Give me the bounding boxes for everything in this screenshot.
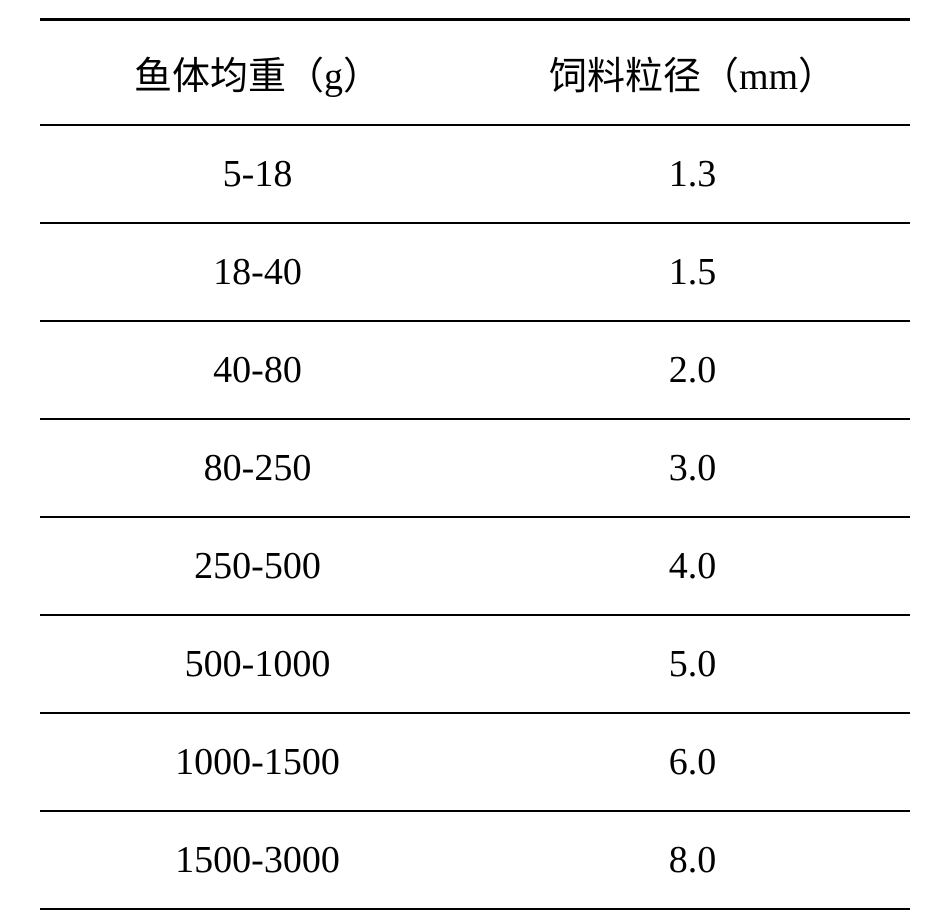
cell-feed-size: 2.0 xyxy=(475,321,910,419)
table-row: 500-1000 5.0 xyxy=(40,615,910,713)
feed-size-table: 鱼体均重（g） 饲料粒径（mm） 5-18 1.3 18-40 1.5 40-8… xyxy=(40,18,910,910)
cell-feed-size: 8.0 xyxy=(475,811,910,909)
cell-fish-weight: 500-1000 xyxy=(40,615,475,713)
cell-fish-weight: 1500-3000 xyxy=(40,811,475,909)
table-row: 40-80 2.0 xyxy=(40,321,910,419)
table-row: 250-500 4.0 xyxy=(40,517,910,615)
cell-feed-size: 5.0 xyxy=(475,615,910,713)
table-row: 80-250 3.0 xyxy=(40,419,910,517)
table-body: 5-18 1.3 18-40 1.5 40-80 2.0 80-250 3.0 … xyxy=(40,125,910,909)
cell-fish-weight: 1000-1500 xyxy=(40,713,475,811)
cell-fish-weight: 5-18 xyxy=(40,125,475,223)
cell-fish-weight: 250-500 xyxy=(40,517,475,615)
column-header-fish-weight: 鱼体均重（g） xyxy=(40,20,475,126)
cell-feed-size: 4.0 xyxy=(475,517,910,615)
table-row: 1500-3000 8.0 xyxy=(40,811,910,909)
table-row: 1000-1500 6.0 xyxy=(40,713,910,811)
cell-feed-size: 6.0 xyxy=(475,713,910,811)
column-header-feed-size: 饲料粒径（mm） xyxy=(475,20,910,126)
cell-feed-size: 1.5 xyxy=(475,223,910,321)
table-row: 5-18 1.3 xyxy=(40,125,910,223)
cell-feed-size: 1.3 xyxy=(475,125,910,223)
cell-fish-weight: 80-250 xyxy=(40,419,475,517)
table-header-row: 鱼体均重（g） 饲料粒径（mm） xyxy=(40,20,910,126)
cell-feed-size: 3.0 xyxy=(475,419,910,517)
table-row: 18-40 1.5 xyxy=(40,223,910,321)
feed-size-table-container: 鱼体均重（g） 饲料粒径（mm） 5-18 1.3 18-40 1.5 40-8… xyxy=(40,18,910,910)
cell-fish-weight: 18-40 xyxy=(40,223,475,321)
cell-fish-weight: 40-80 xyxy=(40,321,475,419)
